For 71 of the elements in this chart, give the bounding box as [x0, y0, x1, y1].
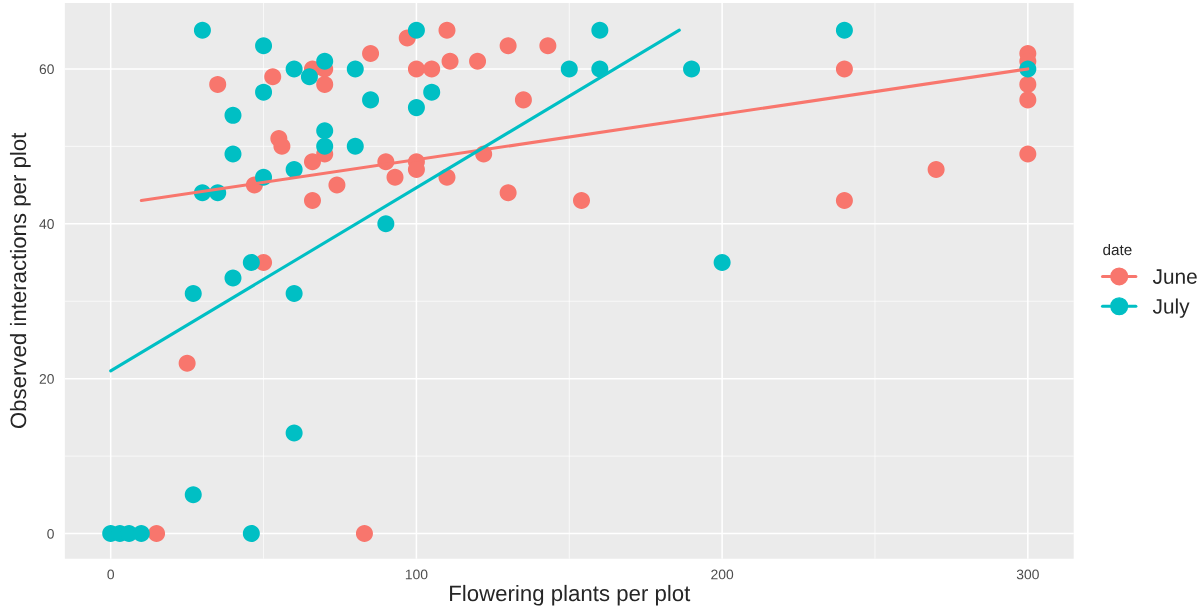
- point: [285, 161, 303, 179]
- x-tick-label: 200: [711, 569, 734, 580]
- point: [362, 91, 380, 109]
- point: [560, 60, 578, 78]
- point: [573, 192, 591, 210]
- point: [713, 254, 731, 272]
- point: [316, 52, 334, 70]
- y-tick-label: 40: [39, 219, 54, 229]
- point: [224, 106, 242, 124]
- point: [346, 137, 364, 155]
- point: [591, 21, 609, 39]
- point: [499, 184, 517, 202]
- point: [328, 176, 346, 194]
- point: [355, 525, 373, 543]
- point: [303, 153, 321, 171]
- point: [386, 168, 404, 186]
- point: [1019, 91, 1037, 109]
- point: [407, 21, 425, 39]
- x-tick-label: 100: [405, 569, 428, 580]
- y-axis-title: Observed interactions per plot: [9, 132, 31, 429]
- point: [184, 284, 202, 302]
- point: [242, 254, 260, 272]
- point: [423, 83, 441, 101]
- point: [255, 83, 273, 101]
- point: [242, 525, 260, 543]
- point: [184, 486, 202, 504]
- point: [362, 44, 380, 62]
- point: [1019, 75, 1037, 93]
- point: [927, 161, 945, 179]
- point: [423, 60, 441, 78]
- point: [835, 21, 853, 39]
- point: [499, 37, 517, 55]
- x-tick-label: 0: [107, 569, 115, 580]
- point: [407, 60, 425, 78]
- point: [377, 215, 395, 233]
- point: [303, 192, 321, 210]
- legend-label: July: [1152, 298, 1190, 318]
- point: [346, 60, 364, 78]
- point: [193, 21, 211, 39]
- point: [285, 424, 303, 442]
- point: [438, 21, 456, 39]
- y-tick-label: 0: [47, 528, 54, 539]
- point: [835, 60, 853, 78]
- point: [316, 75, 334, 93]
- point: [178, 354, 196, 372]
- point: [514, 91, 532, 109]
- point: [264, 68, 282, 86]
- point: [316, 122, 334, 140]
- point: [1019, 145, 1037, 163]
- point: [285, 60, 303, 78]
- point: [285, 284, 303, 302]
- x-axis-title: Flowering plants per plot: [450, 584, 691, 606]
- x-tick-label: 300: [1016, 569, 1039, 580]
- point: [539, 37, 557, 55]
- point: [224, 145, 242, 163]
- point: [316, 137, 334, 155]
- point: [255, 37, 273, 55]
- legend-label: June: [1152, 269, 1197, 284]
- point: [209, 75, 227, 93]
- point: [273, 137, 291, 155]
- point: [407, 99, 425, 117]
- point: [224, 269, 242, 287]
- point: [300, 68, 318, 86]
- point: [148, 525, 166, 543]
- point: [469, 52, 487, 70]
- point: [835, 192, 853, 210]
- point: [683, 60, 701, 78]
- point: [441, 52, 459, 70]
- y-tick-label: 60: [39, 64, 54, 75]
- legend-title: date: [1103, 243, 1132, 256]
- y-tick-label: 20: [39, 374, 54, 384]
